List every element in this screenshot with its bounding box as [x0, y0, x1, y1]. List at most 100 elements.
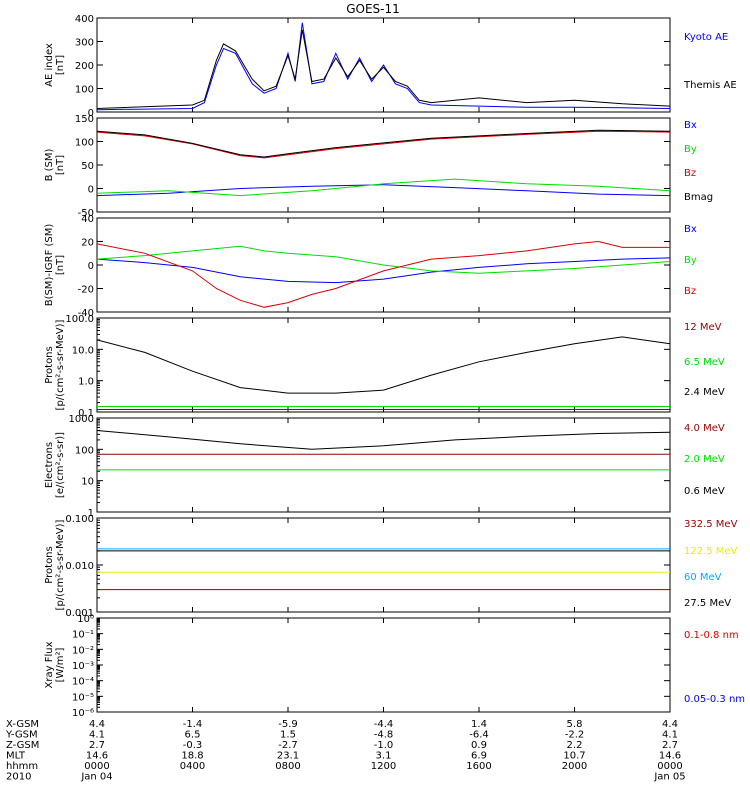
legend-entry: Bz [684, 168, 696, 179]
legend-entry: 332.5 MeV [684, 519, 738, 530]
x-axis-value: -4.8 [374, 730, 394, 741]
panel-frame [96, 417, 671, 513]
x-axis-row-label: Y-GSM [5, 730, 38, 741]
x-axis-value: -1.4 [183, 719, 203, 730]
panel-1: 0 100 200 300 400 AE index [nT] Kyoto AE Themis … [44, 14, 737, 119]
panel-6: 0.001 0.010 0.100 Protons [p/(cm²-s-sr-MeV)]… [44, 514, 738, 619]
x-axis-value: 0000 [84, 761, 109, 772]
y-tick-label: 10.0 [72, 345, 94, 356]
x-axis-value: 0800 [275, 761, 300, 772]
x-axis-value: 1200 [371, 761, 396, 772]
legend-entry: By [684, 144, 697, 155]
y-tick-label: 10⁰ [77, 614, 94, 625]
series-line-2-4-mev [96, 336, 671, 394]
y-tick-label: 0 [88, 108, 94, 119]
series-line-kyoto-ae [96, 22, 671, 111]
x-axis-value: 4.1 [89, 730, 105, 741]
x-axis-value: 4.4 [89, 719, 105, 730]
series-line-bz [96, 240, 670, 308]
x-axis-value: 2000 [562, 761, 587, 772]
y-tick-label: 0 [88, 261, 94, 272]
y-axis-label: Protons [44, 346, 55, 383]
legend-entry: 27.5 MeV [684, 598, 731, 609]
x-axis-value: 1.4 [471, 719, 487, 730]
panel-5: 1 10 100 1000 Electrons [e/(cm²-s-sr)] 4.0 MeV… [44, 414, 725, 519]
x-axis-value: 14.6 [86, 751, 108, 762]
y-axis-label: B (SM) [44, 148, 55, 181]
panel-3: -40 -20 0 20 40 B(SM)-IGRF (SM) [nT] Bx By Bz [44, 214, 697, 319]
legend-entry: 0.1-0.8 nm [684, 630, 739, 641]
y-tick-label: 150 [75, 114, 94, 125]
y-tick-label: 100 [75, 138, 94, 149]
legend-entry: Bx [684, 224, 697, 235]
legend-entry: Themis AE [683, 80, 737, 91]
x-axis-value: 2.7 [89, 740, 105, 751]
y-tick-label: 0.1 [78, 408, 94, 419]
x-axis-row-label: hhmm [6, 761, 38, 772]
panel-frame [96, 617, 671, 713]
legend-entry: 0.05-0.3 nm [684, 694, 745, 705]
legend-entry: 2.4 MeV [684, 387, 725, 398]
legend-entry: 6.5 MeV [684, 357, 725, 368]
y-axis-label: [e/(cm²-s-sr)] [55, 432, 66, 498]
y-tick-label: 100 [75, 85, 94, 96]
y-tick-label: 10⁻¹ [72, 630, 94, 641]
y-axis-label: Xray Flux [44, 641, 55, 688]
x-axis-value: 14.6 [659, 751, 681, 762]
y-tick-label: 10 [81, 477, 94, 488]
x-axis-value: -2.7 [278, 740, 298, 751]
x-axis-value: 0000 [657, 761, 682, 772]
x-axis-value: -0.3 [183, 740, 203, 751]
y-tick-label: 10⁻² [72, 645, 94, 656]
y-tick-label: 10⁻⁴ [72, 677, 94, 688]
x-axis-value: 1600 [466, 761, 491, 772]
y-tick-label: 200 [75, 61, 94, 72]
y-tick-label: 10⁻³ [72, 661, 94, 672]
x-axis-value: 6.5 [185, 730, 201, 741]
y-axis-label: Electrons [44, 442, 55, 488]
x-axis-value: 0.9 [471, 740, 487, 751]
panel-frame [96, 517, 671, 613]
series-line-themis-ae [96, 29, 671, 109]
legend-entry: 2.0 MeV [684, 454, 725, 465]
legend-entry: 60 MeV [684, 572, 722, 583]
x-axis-value: 2.7 [662, 740, 678, 751]
legend-entry: By [684, 255, 697, 266]
legend-entry: 12 MeV [684, 322, 722, 333]
legend-entry: 4.0 MeV [684, 423, 725, 434]
y-tick-label: 20 [81, 238, 94, 249]
y-axis-label: [nT] [55, 255, 66, 275]
y-axis-label: B(SM)-IGRF (SM) [44, 224, 55, 307]
y-tick-label: 1 [88, 508, 94, 519]
series-line-0-6-mev [96, 430, 671, 450]
y-tick-label: 400 [75, 14, 94, 25]
y-tick-label: 10⁻⁶ [72, 708, 94, 719]
y-axis-label: [p/(cm²-s-sr-MeV)] [55, 319, 66, 410]
y-tick-label: 0 [88, 185, 94, 196]
y-tick-label: 10⁻⁵ [72, 692, 94, 703]
series-line-bz [96, 130, 671, 159]
y-tick-label: 40 [81, 214, 94, 225]
x-axis-row-label: MLT [6, 751, 26, 762]
x-axis-value: 4.1 [662, 730, 678, 741]
legend-entry: 0.6 MeV [684, 486, 725, 497]
series-line-bx [96, 184, 671, 197]
y-tick-label: -50 [78, 208, 94, 219]
y-axis-label: [nT] [55, 55, 66, 75]
x-axis-value: -1.0 [374, 740, 394, 751]
legend-entry: Kyoto AE [684, 32, 728, 43]
x-axis-value: Jan 04 [80, 772, 112, 783]
y-tick-label: 300 [75, 38, 94, 49]
y-tick-label: -20 [78, 285, 94, 296]
x-axis-row-label: X-GSM [6, 719, 39, 730]
x-axis-value: -6.4 [469, 730, 489, 741]
panel-2: -50 0 50 100 150 B (SM) [nT] Bx By Bz Bmag [44, 114, 713, 219]
panel-7: 10⁻⁶ 10⁻⁵ 10⁻⁴ 10⁻³ 10⁻² 10⁻¹ 10⁰ Xray Flux [W/m… [44, 614, 745, 719]
x-axis-row-label: Z-GSM [6, 740, 39, 751]
x-axis-value: Jan 05 [653, 772, 685, 783]
x-axis-value: 6.9 [471, 751, 487, 762]
y-tick-label: 0.001 [65, 608, 94, 619]
x-axis-value: 5.8 [567, 719, 583, 730]
y-axis-label: Protons [44, 546, 55, 583]
